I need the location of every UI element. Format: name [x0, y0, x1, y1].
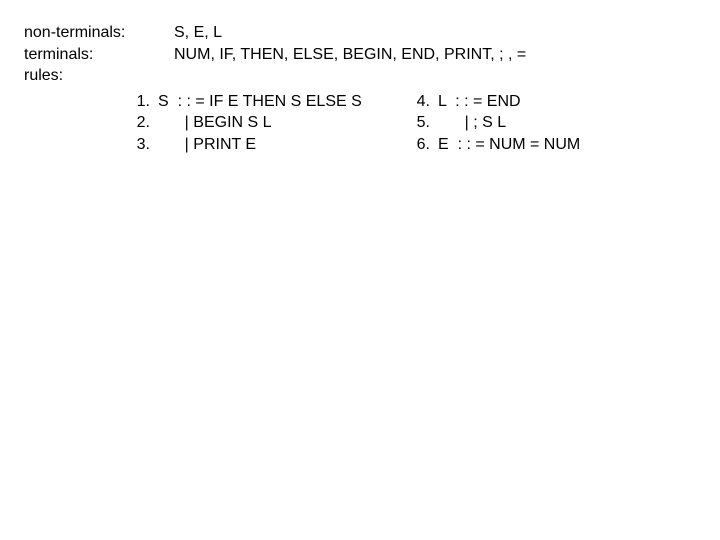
rules-label: rules: [24, 65, 174, 87]
rules-label-row: rules: [24, 65, 696, 87]
rule-number: 4. [402, 91, 438, 113]
rule-line: 2. | BEGIN S L [122, 112, 402, 134]
rule-body: L : : = END [438, 91, 696, 113]
rule-line: 1. S : : = IF E THEN S ELSE S [122, 91, 402, 113]
rule-body: E : : = NUM = NUM [438, 134, 696, 156]
rule-line: 3. | PRINT E [122, 134, 402, 156]
rules-label-empty [174, 65, 696, 87]
terminals-label: terminals: [24, 44, 174, 66]
rule-number: 1. [122, 91, 158, 113]
rule-body: S : : = IF E THEN S ELSE S [158, 91, 402, 113]
rule-line: 6. E : : = NUM = NUM [402, 134, 696, 156]
terminals-value: NUM, IF, THEN, ELSE, BEGIN, END, PRINT, … [174, 44, 696, 66]
nonterminals-label: non-terminals: [24, 22, 174, 44]
terminals-row: terminals: NUM, IF, THEN, ELSE, BEGIN, E… [24, 44, 696, 66]
rule-number: 6. [402, 134, 438, 156]
definitions-block: non-terminals: S, E, L terminals: NUM, I… [24, 22, 696, 87]
rule-number: 2. [122, 112, 158, 134]
nonterminals-value: S, E, L [174, 22, 696, 44]
rules-column-right: 4. L : : = END 5. | ; S L 6. E : : = NUM… [402, 91, 696, 156]
rule-body: | BEGIN S L [158, 112, 402, 134]
rule-line: 4. L : : = END [402, 91, 696, 113]
rule-body: | PRINT E [158, 134, 402, 156]
nonterminals-row: non-terminals: S, E, L [24, 22, 696, 44]
rules-block: 1. S : : = IF E THEN S ELSE S 2. | BEGIN… [24, 91, 696, 156]
rules-column-left: 1. S : : = IF E THEN S ELSE S 2. | BEGIN… [122, 91, 402, 156]
grammar-definition: non-terminals: S, E, L terminals: NUM, I… [0, 0, 720, 178]
rule-line: 5. | ; S L [402, 112, 696, 134]
rule-number: 5. [402, 112, 438, 134]
rule-number: 3. [122, 134, 158, 156]
rule-body: | ; S L [438, 112, 696, 134]
